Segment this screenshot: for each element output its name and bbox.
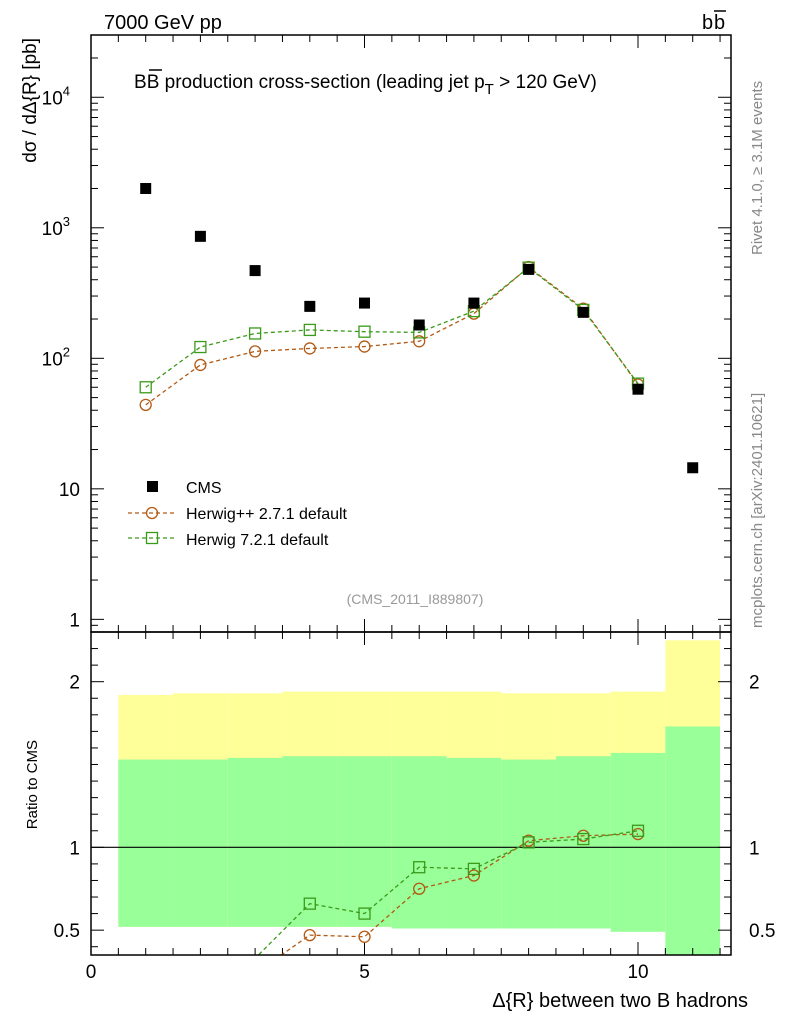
main-y-tick-label: 103	[42, 214, 70, 240]
series-line-herwigpp-2-7-1-default	[145, 266, 639, 406]
ratio-y-tick-label-right: 0.5	[749, 921, 775, 942]
ratio-axis-ticks: 0.5 0.5 1 1 2 2 0 5 10	[54, 632, 775, 983]
title-bar: B	[147, 72, 160, 93]
legend: CMS Herwig++ 2.7.1 default Herwig 7.2.1 …	[128, 480, 348, 549]
green-band-bin-5	[337, 756, 392, 927]
data-point-cms-8	[523, 263, 535, 275]
data-point-cms-1	[140, 183, 152, 195]
process-label-base: b	[702, 12, 713, 34]
data-point-cms-7	[468, 297, 480, 309]
legend-marker-herwig7	[145, 531, 159, 545]
ratio-panel-frame	[90, 631, 732, 956]
process-label-bar: b	[714, 12, 725, 34]
x-tick-label: 10	[627, 962, 648, 983]
ratio-y-tick-label-left: 2	[69, 673, 80, 694]
data-point-herwig-7-2-1-default-1	[139, 381, 152, 394]
data-point-cms-4	[304, 300, 316, 312]
legend-marker-cms	[147, 481, 158, 492]
legend-marker-herwigpp	[145, 506, 159, 520]
series-herwigpp-2-7-1-default	[139, 260, 645, 411]
data-point-herwigpp-2-7-1-default-2	[194, 358, 207, 372]
ratio-point-herwig-7-2-1-default-7	[467, 862, 481, 876]
main-y-axis-label: dσ / dΔ{R} [pb]	[20, 38, 41, 163]
x-tick-label: 5	[359, 962, 370, 983]
title-prefix: B	[134, 72, 147, 93]
series-herwig-7-2-1-default	[139, 261, 645, 394]
data-point-cms-10	[632, 383, 644, 395]
data-point-herwig-7-2-1-default-4	[303, 323, 316, 337]
data-point-herwig-7-2-1-default-2	[194, 340, 207, 354]
process-label: b b	[702, 10, 726, 34]
data-point-cms-5	[359, 297, 371, 309]
x-axis-label: Δ{R} between two B hadrons	[492, 990, 748, 1012]
title-suffix: > 120 GeV)	[494, 72, 597, 93]
series-line-herwig-7-2-1-default	[145, 266, 639, 388]
ratio-line-herwigpp-2-7-1-default	[280, 833, 639, 955]
main-y-tick-label: 1	[69, 610, 80, 631]
ratio-point-herwigpp-2-7-1-default-4	[303, 928, 316, 942]
series-cms	[140, 183, 699, 474]
data-point-herwigpp-2-7-1-default-6	[413, 335, 426, 348]
green-band-bin-2	[173, 759, 228, 927]
data-point-cms-2	[194, 230, 206, 242]
main-y-tick-label: 104	[42, 83, 70, 109]
title-text: production cross-section (leading jet p	[159, 72, 484, 93]
main-y-tick-label: 102	[42, 344, 70, 370]
green-band-bin-10	[610, 752, 666, 932]
data-point-herwigpp-2-7-1-default-3	[248, 345, 262, 358]
data-point-cms-9	[577, 306, 589, 318]
ratio-point-herwigpp-2-7-1-default-7	[467, 869, 481, 882]
mcplots-label: mcplots.cern.ch [arXiv:2401.10621]	[749, 393, 766, 628]
ratio-series-layer	[257, 824, 645, 955]
green-band-bin-8	[501, 759, 556, 929]
ratio-y-axis-label: Ratio to CMS	[24, 740, 41, 829]
legend-label-herwig7: Herwig 7.2.1 default	[186, 532, 329, 549]
data-point-herwigpp-2-7-1-default-7	[467, 307, 481, 320]
green-band-bin-1	[118, 759, 174, 927]
ratio-y-tick-label-left: 1	[69, 838, 80, 859]
green-band-bin-7	[446, 757, 502, 929]
title-subscript: T	[485, 81, 494, 98]
ratio-point-herwig-7-2-1-default-4	[303, 897, 316, 910]
green-band-bin-3	[227, 757, 283, 927]
data-point-herwigpp-2-7-1-default-5	[358, 340, 371, 353]
x-tick-label: 0	[86, 962, 97, 983]
ratio-series-herwig-7-2-1-default	[257, 824, 645, 955]
green-band-bin-9	[555, 756, 611, 929]
data-point-cms-6	[413, 319, 425, 331]
ratio-point-herwig-7-2-1-default-9	[577, 832, 590, 846]
ratio-line-herwig-7-2-1-default	[257, 830, 639, 955]
rivet-label: Rivet 4.1.0, ≥ 3.1M events	[749, 81, 766, 255]
data-point-herwigpp-2-7-1-default-1	[139, 398, 152, 411]
analysis-id: (CMS_2011_I889807)	[347, 591, 484, 607]
ratio-point-herwig-7-2-1-default-10	[631, 824, 645, 837]
data-point-cms-3	[249, 265, 261, 277]
green-band-bin-4	[282, 756, 338, 927]
main-axis-ticks: 1 10 102 103 104	[42, 34, 731, 633]
green-band-bin-6	[391, 756, 447, 929]
ratio-point-herwig-7-2-1-default-6	[413, 861, 426, 874]
ratio-point-herwig-7-2-1-default-8	[522, 836, 535, 849]
data-point-herwig-7-2-1-default-3	[248, 327, 262, 340]
ratio-y-tick-label-right: 1	[749, 838, 760, 859]
legend-label-herwigpp: Herwig++ 2.7.1 default	[186, 506, 348, 523]
ratio-point-herwigpp-2-7-1-default-5	[358, 930, 371, 943]
ratio-uncertainty-bands	[91, 640, 731, 955]
ratio-point-herwigpp-2-7-1-default-6	[413, 882, 426, 895]
ratio-point-herwig-7-2-1-default-5	[358, 907, 371, 920]
chart-title: BB production cross-section (leading jet…	[134, 72, 597, 98]
ratio-y-tick-label-left: 0.5	[54, 921, 80, 942]
data-point-herwigpp-2-7-1-default-4	[303, 342, 316, 355]
legend-label-cms: CMS	[186, 480, 222, 497]
main-series-layer	[139, 183, 699, 474]
energy-label: 7000 GeV pp	[104, 12, 222, 34]
green-band-bin-11	[665, 726, 721, 955]
main-y-tick-label: 10	[59, 480, 80, 501]
data-point-cms-11	[687, 462, 699, 474]
ratio-y-tick-label-right: 2	[749, 673, 760, 694]
data-point-herwig-7-2-1-default-5	[358, 325, 371, 338]
